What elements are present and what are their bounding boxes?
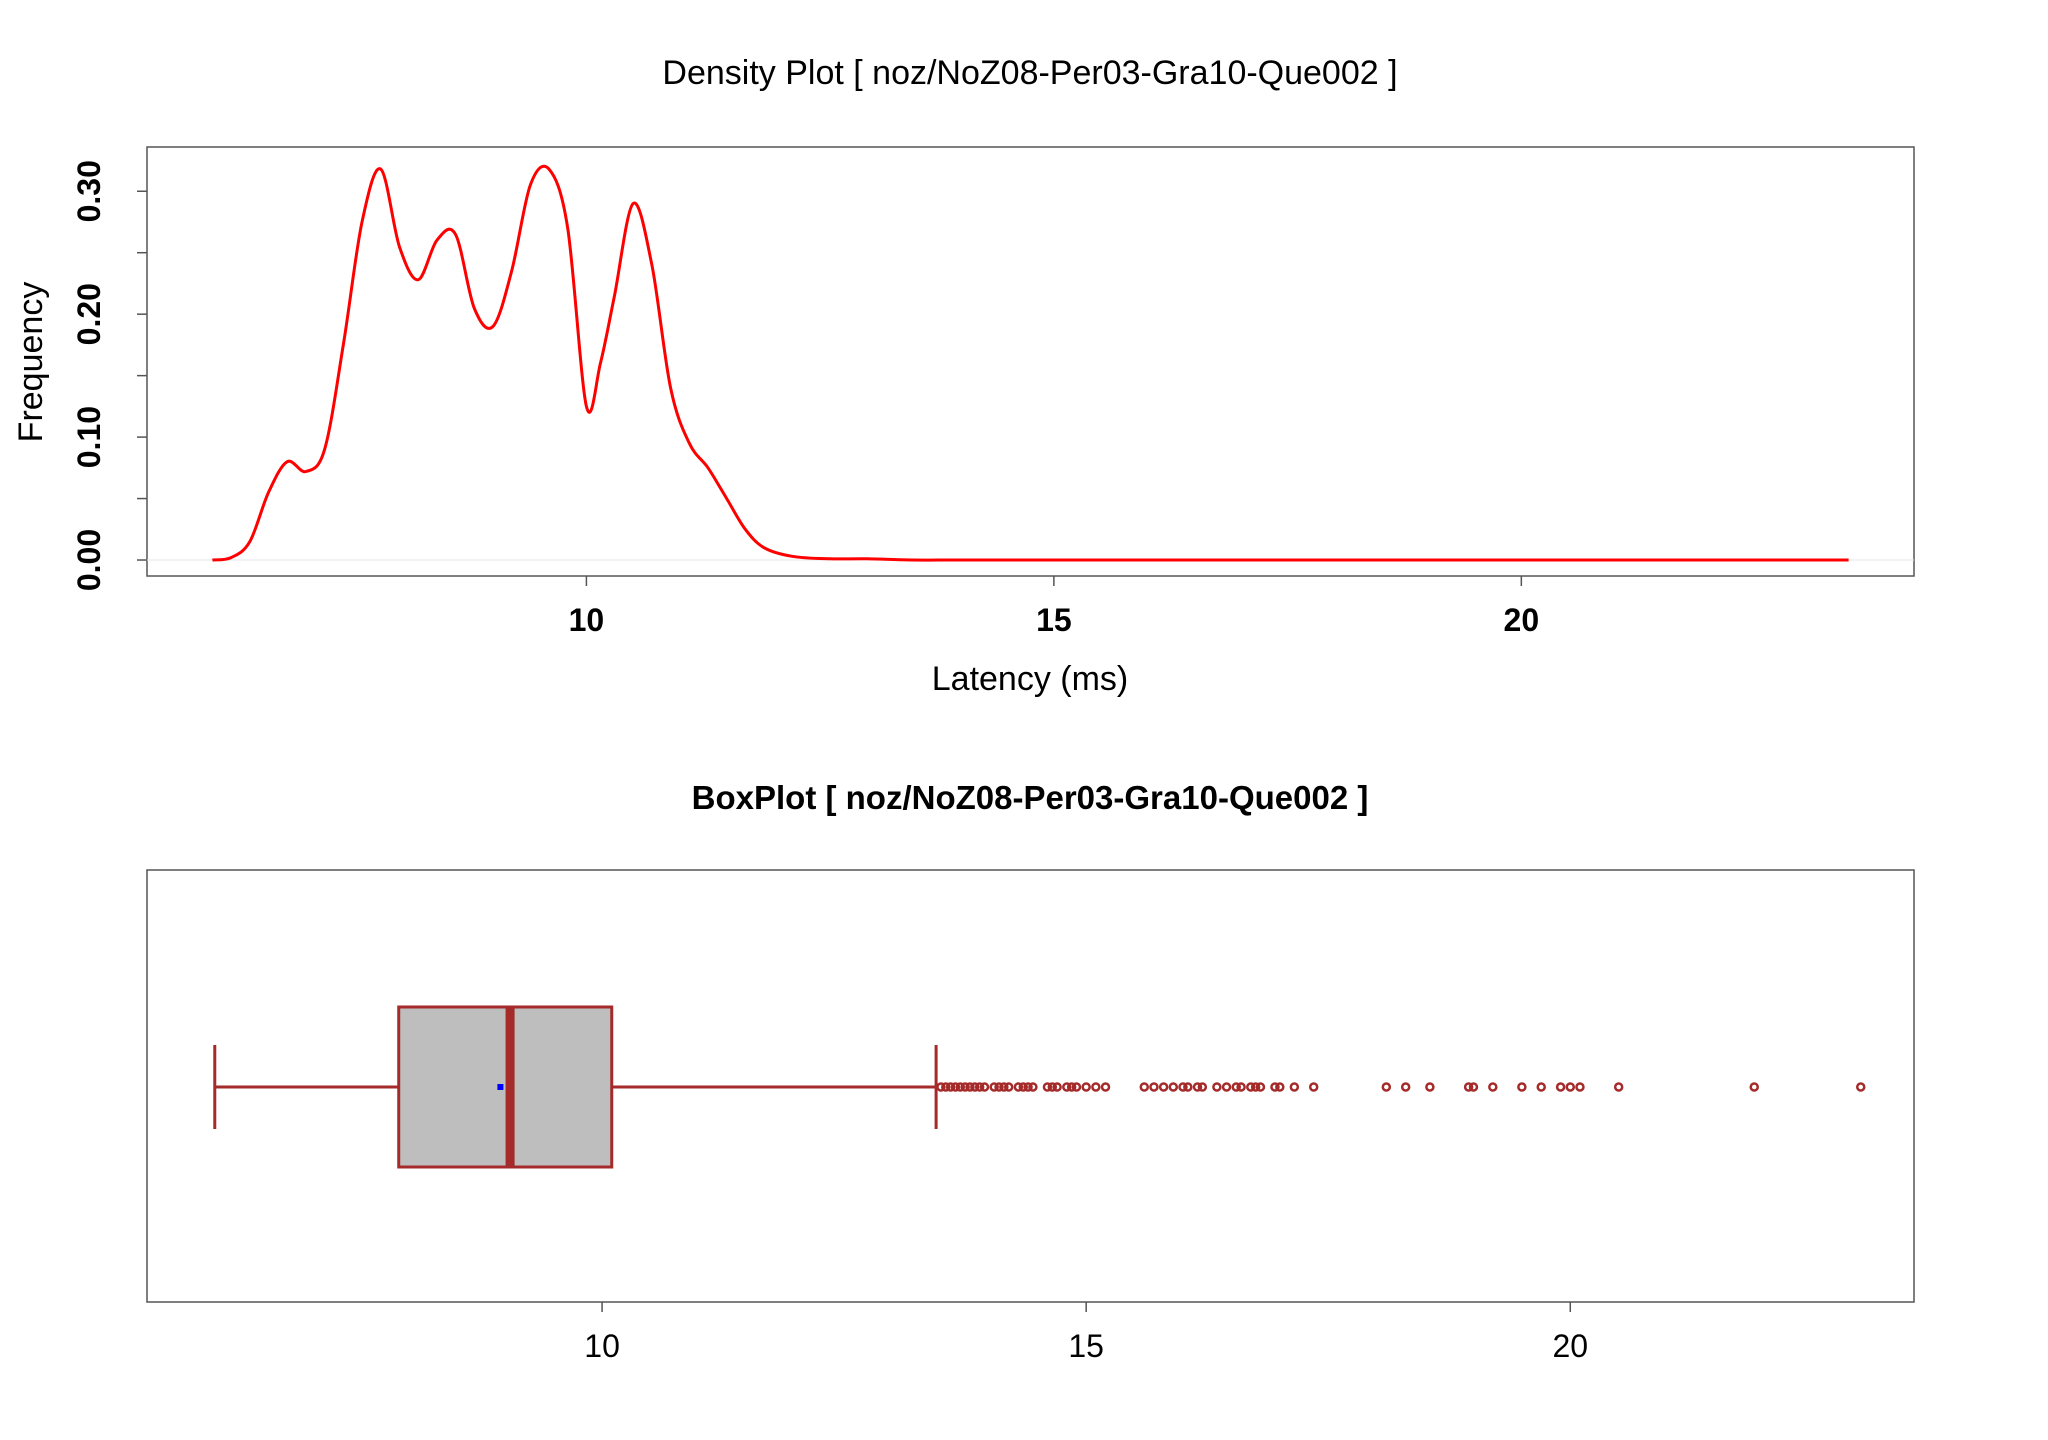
outlier-point xyxy=(955,1082,966,1092)
outlier-point xyxy=(1463,1082,1474,1092)
outlier-point xyxy=(979,1082,990,1092)
outlier-point xyxy=(1047,1082,1058,1092)
outlier-point xyxy=(1183,1082,1193,1092)
outlier-point xyxy=(1149,1082,1159,1092)
density-x-tick-label: 10 xyxy=(569,602,605,638)
density-y-tick-label: 0.10 xyxy=(71,406,107,468)
outlier-point xyxy=(1246,1082,1256,1092)
outlier-point xyxy=(941,1082,951,1092)
outlier-point xyxy=(1289,1082,1300,1092)
boxplot-x-tick-label: 20 xyxy=(1552,1328,1588,1364)
boxplot-elements xyxy=(213,1005,1866,1169)
outlier-point xyxy=(1071,1082,1082,1092)
outlier-point xyxy=(1042,1082,1053,1092)
outlier-point xyxy=(970,1082,980,1092)
outlier-point xyxy=(1221,1082,1232,1092)
outlier-point xyxy=(1381,1082,1392,1092)
density-y-axis-label: Frequency xyxy=(12,282,50,443)
outlier-point xyxy=(1052,1082,1062,1092)
outlier-point xyxy=(1066,1082,1077,1092)
outlier-point xyxy=(965,1082,975,1092)
outlier-point xyxy=(1536,1082,1546,1092)
outlier-point xyxy=(1212,1082,1222,1092)
outlier-point xyxy=(1613,1082,1624,1092)
outlier-point xyxy=(1275,1082,1285,1092)
density-x-tick-label: 20 xyxy=(1504,602,1540,638)
outlier-point xyxy=(945,1082,956,1092)
outlier-point xyxy=(1425,1082,1435,1092)
outlier-point xyxy=(1139,1082,1150,1092)
outlier-point xyxy=(1575,1082,1585,1092)
outlier-point xyxy=(1231,1082,1241,1092)
outlier-point xyxy=(994,1082,1004,1092)
outlier-point xyxy=(1028,1082,1038,1092)
outlier-point xyxy=(999,1082,1009,1092)
outlier-point xyxy=(1081,1082,1091,1092)
outlier-point xyxy=(1197,1082,1208,1092)
density-plot: Density Plot [ noz/NoZ08-Per03-Gra10-Que… xyxy=(12,54,1915,698)
outlier-point xyxy=(960,1082,970,1092)
density-title: Density Plot [ noz/NoZ08-Per03-Gra10-Que… xyxy=(662,54,1397,92)
density-y-tick-label: 0.00 xyxy=(71,529,107,591)
outlier-point xyxy=(1517,1082,1527,1092)
outlier-point xyxy=(1013,1082,1024,1092)
density-y-tick-label: 0.20 xyxy=(71,283,107,345)
outlier-point xyxy=(989,1082,999,1092)
outlier-point xyxy=(1062,1082,1072,1092)
outlier-point xyxy=(1250,1082,1261,1092)
iqr-box xyxy=(397,1005,614,1169)
outlier-point xyxy=(1555,1082,1566,1092)
outlier-point xyxy=(1192,1082,1203,1092)
outlier-point xyxy=(1308,1082,1319,1092)
outlier-point xyxy=(1400,1082,1411,1092)
density-x-axis-label: Latency (ms) xyxy=(932,660,1129,698)
outlier-point xyxy=(1488,1082,1498,1092)
outlier-point xyxy=(1855,1082,1866,1092)
outlier-point xyxy=(936,1082,946,1092)
boxplot-frame xyxy=(146,869,1915,1303)
mean-marker xyxy=(497,1084,504,1090)
box-plot: BoxPlot [ noz/NoZ08-Per03-Gra10-Que002 ]… xyxy=(146,779,1915,1364)
density-y-tick-label: 0.30 xyxy=(71,160,107,222)
outlier-point xyxy=(1091,1082,1101,1092)
outlier-point xyxy=(1468,1082,1479,1092)
outlier-point xyxy=(974,1082,985,1092)
outlier-point xyxy=(1003,1082,1014,1092)
outlier-point xyxy=(1100,1082,1111,1092)
density-plot-frame xyxy=(146,146,1915,577)
density-curve xyxy=(212,164,1849,562)
outlier-point xyxy=(1565,1082,1576,1092)
outlier-point xyxy=(1178,1082,1188,1092)
outlier-point xyxy=(1270,1082,1280,1092)
density-axes: 10 15 20 0.00 0.10 0.20 0.30 xyxy=(71,160,1914,638)
outlier-point xyxy=(1023,1082,1033,1092)
boxplot-x-tick-label: 10 xyxy=(584,1328,620,1364)
outlier-point xyxy=(1158,1082,1169,1092)
density-x-tick-label: 15 xyxy=(1036,602,1072,638)
boxplot-axes: 10 15 20 xyxy=(584,1302,1588,1364)
outlier-point xyxy=(1749,1082,1759,1092)
outlier-point xyxy=(1236,1082,1246,1092)
boxplot-x-tick-label: 15 xyxy=(1068,1328,1104,1364)
outlier-point xyxy=(950,1082,961,1092)
outlier-point xyxy=(1168,1082,1179,1092)
boxplot-title: BoxPlot [ noz/NoZ08-Per03-Gra10-Que002 ] xyxy=(692,779,1369,816)
outlier-point xyxy=(1018,1082,1028,1092)
outlier-point xyxy=(1255,1082,1266,1092)
